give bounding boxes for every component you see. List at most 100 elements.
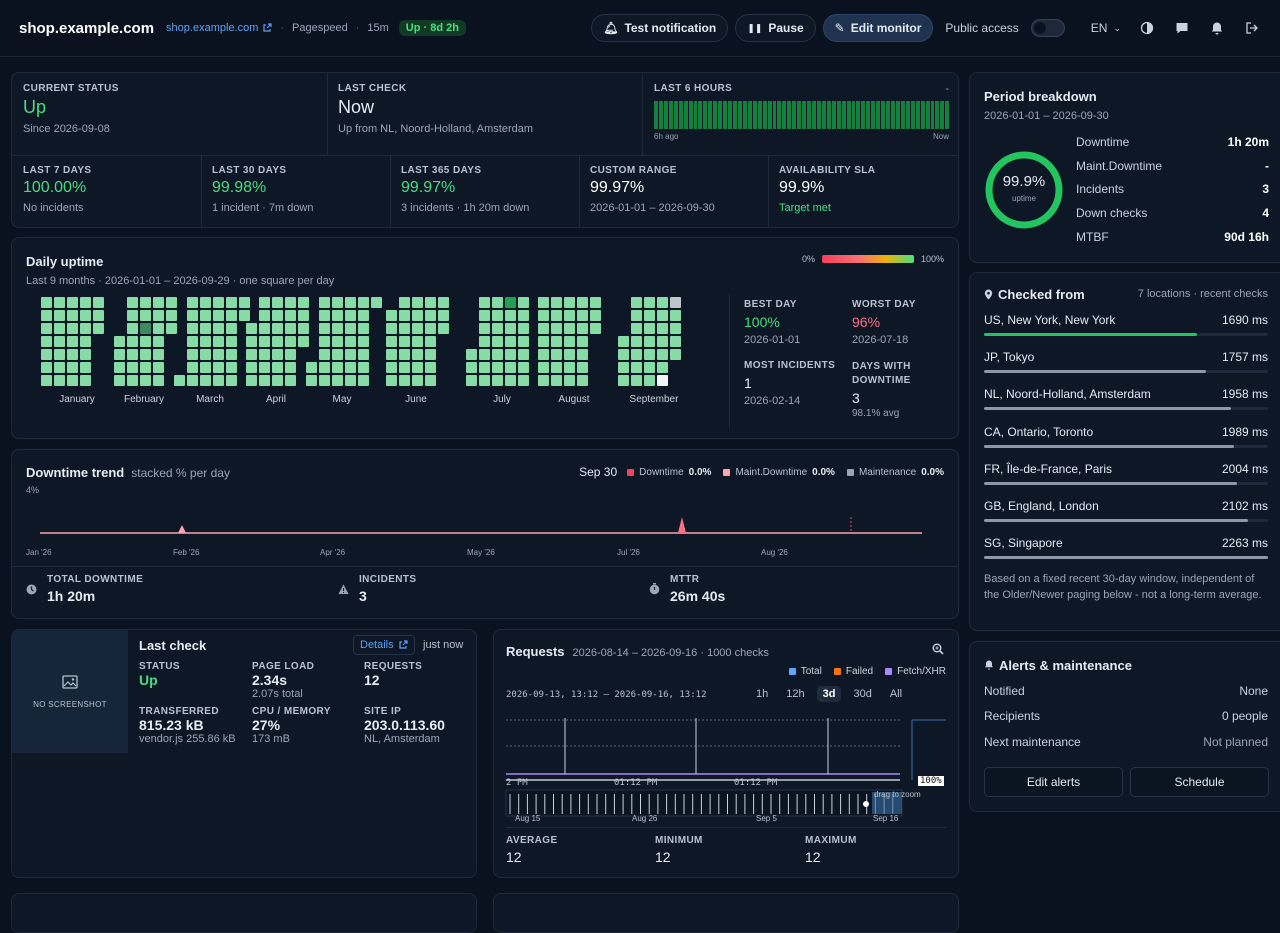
heatmap-day[interactable] bbox=[564, 310, 575, 321]
heatmap-day[interactable] bbox=[153, 297, 164, 308]
six-hour-check-bar[interactable] bbox=[935, 101, 940, 129]
heatmap-day[interactable] bbox=[140, 375, 151, 386]
heatmap-day[interactable] bbox=[213, 323, 224, 334]
heatmap-day[interactable] bbox=[332, 323, 343, 334]
logout-icon[interactable] bbox=[1238, 14, 1266, 42]
heatmap-day[interactable] bbox=[518, 310, 529, 321]
heatmap-day[interactable] bbox=[246, 349, 257, 360]
heatmap-day[interactable] bbox=[399, 375, 410, 386]
six-hour-check-bar[interactable] bbox=[891, 101, 895, 129]
six-hour-check-bar[interactable] bbox=[728, 101, 732, 129]
six-hour-check-bar[interactable] bbox=[742, 101, 747, 129]
heatmap-day[interactable] bbox=[479, 323, 490, 334]
heatmap-day[interactable] bbox=[551, 336, 562, 347]
heatmap-day[interactable] bbox=[412, 310, 423, 321]
heatmap-day[interactable] bbox=[272, 375, 283, 386]
heatmap-day[interactable] bbox=[80, 310, 91, 321]
navigator-handle[interactable] bbox=[863, 801, 869, 807]
heatmap-day[interactable] bbox=[670, 323, 681, 334]
heatmap-day[interactable] bbox=[386, 336, 397, 347]
heatmap-day[interactable] bbox=[345, 362, 356, 373]
heatmap-day[interactable] bbox=[54, 297, 65, 308]
heatmap-day[interactable] bbox=[332, 336, 343, 347]
heatmap-day[interactable] bbox=[67, 323, 78, 334]
heatmap-day[interactable] bbox=[538, 323, 549, 334]
heatmap-day[interactable] bbox=[631, 362, 642, 373]
heatmap-day[interactable] bbox=[140, 323, 151, 334]
heatmap-day[interactable] bbox=[479, 375, 490, 386]
heatmap-day[interactable] bbox=[564, 323, 575, 334]
location-row[interactable]: FR, Île-de-France, Paris 2004 ms bbox=[984, 462, 1268, 499]
heatmap-day[interactable] bbox=[200, 297, 211, 308]
heatmap-day[interactable] bbox=[127, 362, 138, 373]
heatmap-day[interactable] bbox=[670, 349, 681, 360]
six-hour-check-bar[interactable] bbox=[826, 101, 831, 129]
heatmap-day[interactable] bbox=[67, 336, 78, 347]
heatmap-day[interactable] bbox=[41, 297, 52, 308]
heatmap-day[interactable] bbox=[564, 297, 575, 308]
heatmap-day[interactable] bbox=[358, 297, 369, 308]
heatmap-day[interactable] bbox=[466, 362, 477, 373]
heatmap-day[interactable] bbox=[187, 297, 198, 308]
heatmap-day[interactable] bbox=[538, 375, 549, 386]
location-row[interactable]: GB, England, London 2102 ms bbox=[984, 499, 1268, 536]
heatmap-day[interactable] bbox=[492, 375, 503, 386]
heatmap-day[interactable] bbox=[140, 336, 151, 347]
heatmap-day[interactable] bbox=[153, 323, 164, 334]
heatmap-day[interactable] bbox=[505, 349, 516, 360]
six-hour-check-bar[interactable] bbox=[871, 101, 876, 129]
heatmap-day[interactable] bbox=[505, 336, 516, 347]
heatmap-day[interactable] bbox=[657, 336, 668, 347]
heatmap-day[interactable] bbox=[259, 323, 270, 334]
heatmap-day[interactable] bbox=[479, 310, 490, 321]
heatmap-day[interactable] bbox=[319, 362, 330, 373]
heatmap-day[interactable] bbox=[644, 310, 655, 321]
six-hour-check-bar[interactable] bbox=[945, 101, 950, 129]
heatmap-day[interactable] bbox=[577, 297, 588, 308]
heatmap-day[interactable] bbox=[425, 297, 436, 308]
heatmap-day[interactable] bbox=[114, 362, 125, 373]
heatmap-day[interactable] bbox=[438, 323, 449, 334]
heatmap-day[interactable] bbox=[166, 297, 177, 308]
heatmap-day[interactable] bbox=[332, 310, 343, 321]
heatmap-day[interactable] bbox=[259, 297, 270, 308]
heatmap-day[interactable] bbox=[272, 349, 283, 360]
heatmap-day[interactable] bbox=[226, 323, 237, 334]
six-hour-check-bar[interactable] bbox=[737, 101, 742, 129]
six-hour-check-bar[interactable] bbox=[718, 101, 723, 129]
heatmap-day[interactable] bbox=[332, 349, 343, 360]
six-hour-check-bar[interactable] bbox=[733, 101, 737, 129]
six-hour-check-bar[interactable] bbox=[831, 101, 836, 129]
heatmap-day[interactable] bbox=[670, 297, 681, 308]
heatmap-day[interactable] bbox=[492, 297, 503, 308]
heatmap-day[interactable] bbox=[54, 323, 65, 334]
heatmap-day[interactable] bbox=[127, 310, 138, 321]
heatmap-day[interactable] bbox=[425, 323, 436, 334]
heatmap-day[interactable] bbox=[657, 375, 668, 386]
heatmap-day[interactable] bbox=[371, 297, 382, 308]
heatmap-day[interactable] bbox=[345, 349, 356, 360]
range-option-12h[interactable]: 12h bbox=[786, 688, 805, 700]
heatmap-day[interactable] bbox=[518, 375, 529, 386]
heatmap-day[interactable] bbox=[80, 349, 91, 360]
heatmap-day[interactable] bbox=[412, 336, 423, 347]
heatmap-day[interactable] bbox=[425, 362, 436, 373]
heatmap-day[interactable] bbox=[67, 297, 78, 308]
heatmap-day[interactable] bbox=[259, 362, 270, 373]
heatmap-day[interactable] bbox=[399, 349, 410, 360]
heatmap-day[interactable] bbox=[538, 349, 549, 360]
heatmap-day[interactable] bbox=[564, 375, 575, 386]
heatmap-day[interactable] bbox=[358, 375, 369, 386]
location-row[interactable]: SG, Singapore 2263 ms bbox=[984, 536, 1268, 573]
six-hour-check-bar[interactable] bbox=[713, 101, 718, 129]
heatmap-day[interactable] bbox=[319, 323, 330, 334]
six-hour-check-bar[interactable] bbox=[658, 101, 663, 129]
heatmap-day[interactable] bbox=[153, 310, 164, 321]
heatmap-day[interactable] bbox=[153, 362, 164, 373]
six-hour-check-bar[interactable] bbox=[821, 101, 826, 129]
heatmap-day[interactable] bbox=[412, 375, 423, 386]
heatmap-day[interactable] bbox=[200, 362, 211, 373]
six-hour-check-bar[interactable] bbox=[846, 101, 851, 129]
pause-button[interactable]: ❚❚ Pause bbox=[735, 14, 816, 42]
six-hour-check-bar[interactable] bbox=[876, 101, 881, 129]
